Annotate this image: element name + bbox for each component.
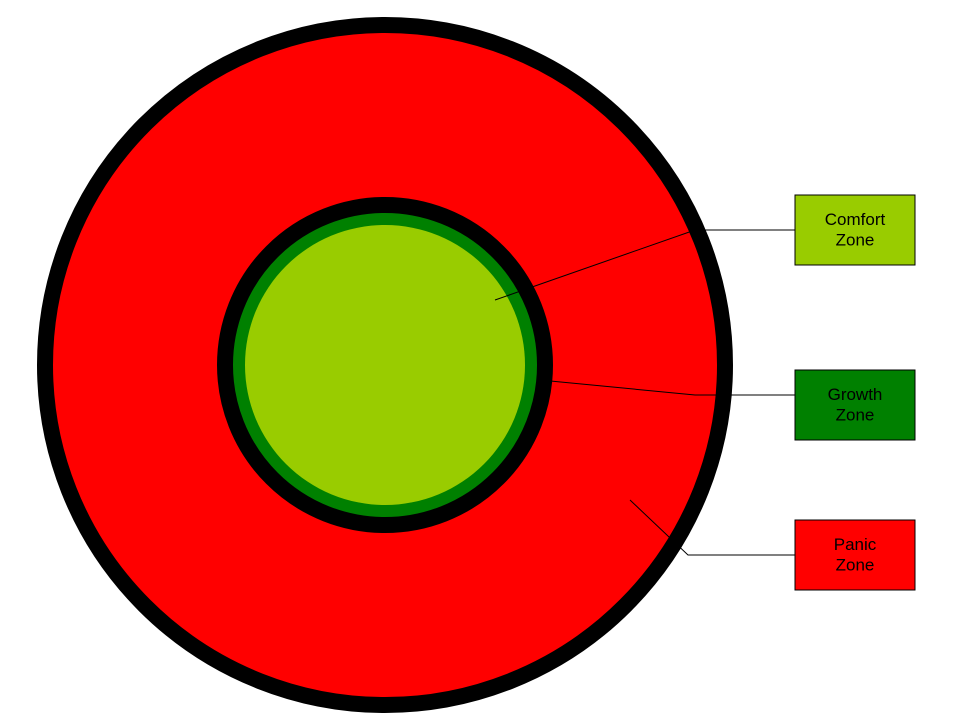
legend-panic: Panic Zone — [795, 520, 915, 590]
legend-comfort: Comfort Zone — [795, 195, 915, 265]
legend-label-growth-line1: Growth — [828, 385, 883, 404]
legend-label-comfort-line1: Comfort — [825, 210, 886, 229]
legend-growth: Growth Zone — [795, 370, 915, 440]
zone-diagram: Comfort Zone Growth Zone Panic Zone — [0, 0, 960, 720]
legend-label-panic-line2: Zone — [836, 556, 875, 575]
legend-label-panic-line1: Panic — [834, 535, 877, 554]
legend-label-growth-line2: Zone — [836, 406, 875, 425]
comfort-ring — [245, 225, 525, 505]
legend-label-comfort-line2: Zone — [836, 231, 875, 250]
